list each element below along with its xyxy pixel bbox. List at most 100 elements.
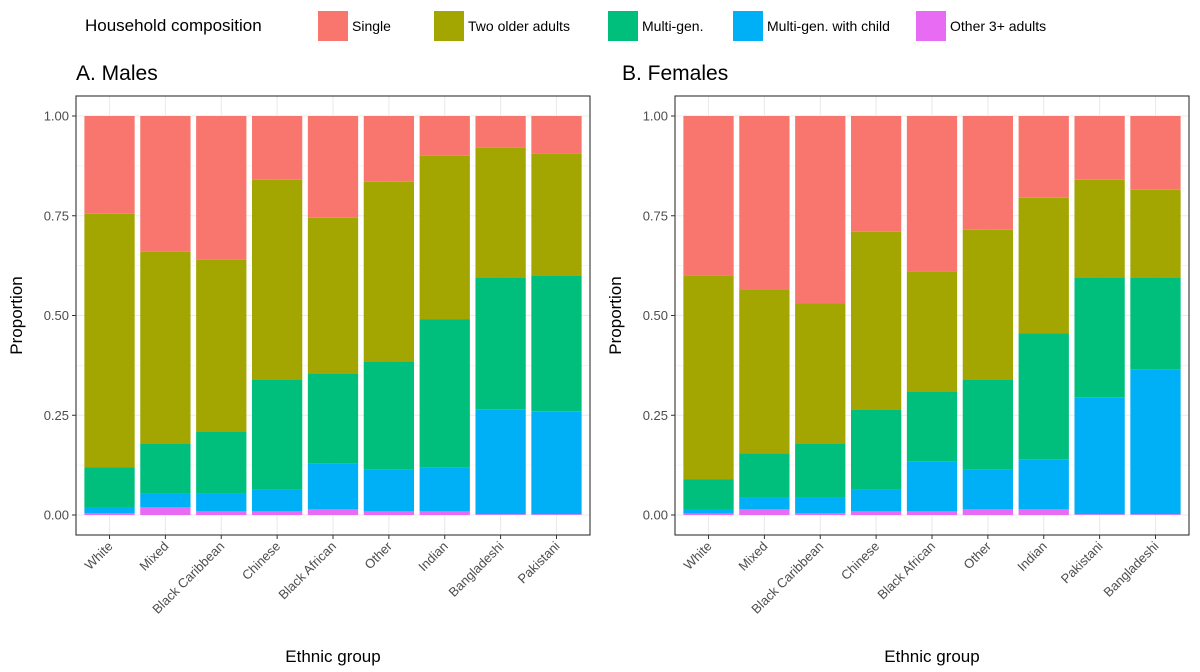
bar-segment [1018, 509, 1069, 515]
y-tick-label: 0.75 [44, 208, 69, 223]
legend-item: Multi-gen. with child [733, 11, 890, 41]
y-tick-label: 0.75 [643, 208, 668, 223]
bar-segment [84, 513, 135, 515]
legend-title: Household composition [85, 16, 262, 35]
bar-segment [363, 361, 415, 470]
legend-item: Multi-gen. [608, 11, 703, 41]
bar-segment [1130, 277, 1181, 370]
bar-segment [307, 509, 359, 515]
bar-segment [1130, 514, 1181, 515]
legend: Household composition Single Two older ad… [85, 11, 1046, 41]
x-tick-label: Chinese [239, 539, 283, 583]
bar-segment [850, 489, 902, 512]
bar-segment [795, 303, 846, 444]
bar-segment [850, 116, 902, 232]
bar-segment [140, 493, 191, 508]
bar-segment [1074, 397, 1125, 515]
bar-segment [531, 514, 582, 515]
bar-segment [363, 116, 415, 182]
bar-segment [683, 513, 734, 515]
bar-segment [196, 493, 247, 512]
x-tick-label: Black African [275, 539, 339, 603]
x-tick-label: Chinese [838, 539, 882, 583]
legend-label: Multi-gen. with child [767, 18, 890, 34]
bar-segment [84, 507, 135, 514]
y-tick-label: 0.50 [643, 308, 668, 323]
bar-segment [531, 411, 582, 515]
x-tick-label: White [681, 539, 715, 573]
panel-title: B. Females [622, 62, 728, 85]
bar-segment [475, 116, 526, 148]
bar-segment [475, 514, 526, 515]
bar-segment [140, 116, 191, 252]
bar-segment [850, 511, 902, 515]
legend-label: Two older adults [468, 18, 570, 34]
legend-swatch [916, 11, 946, 41]
bar-segment [906, 511, 958, 515]
bar-segment [1018, 333, 1069, 460]
legend-swatch [434, 11, 464, 41]
bar-segment [1018, 116, 1069, 198]
bar-segment [419, 155, 470, 320]
bar-segment [531, 153, 582, 276]
bar-segment [251, 511, 303, 515]
bar-segment [196, 116, 247, 260]
bar-segment [1130, 189, 1181, 278]
bar-segment [1130, 116, 1181, 190]
bar-segment [140, 251, 191, 444]
x-tick-label: Mixed [735, 539, 770, 574]
bar-segment [1074, 116, 1125, 180]
bar-segment [683, 116, 734, 276]
bar-segment [906, 116, 958, 272]
x-tick-label: Bangladeshi [1100, 538, 1161, 599]
x-tick-label: Mixed [136, 539, 171, 574]
x-axis-title: Ethnic group [884, 647, 979, 666]
bar-segment [307, 463, 359, 510]
bar-segment [531, 275, 582, 412]
bar-segment [739, 497, 790, 510]
bar-segment [419, 511, 470, 515]
x-tick-label: Other [361, 538, 395, 572]
bar-segment [307, 116, 359, 218]
bar-segment [140, 507, 191, 515]
bar-segment [962, 509, 1014, 515]
bar-segment [962, 469, 1014, 510]
y-tick-label: 0.50 [44, 308, 69, 323]
bar-segment [962, 379, 1014, 470]
legend-swatch [608, 11, 638, 41]
x-tick-label: Bangladeshi [446, 538, 507, 599]
bar-segment [251, 116, 303, 180]
bar-segment [962, 229, 1014, 380]
bar-segment [850, 409, 902, 490]
bar-segment [475, 409, 526, 515]
bar-segment [196, 431, 247, 494]
x-tick-label: Pakistani [1058, 538, 1106, 586]
bar-segment [196, 511, 247, 515]
bar-segment [475, 147, 526, 278]
bar-segment [906, 271, 958, 392]
bar-segment [962, 116, 1014, 230]
legend-label: Other 3+ adults [950, 18, 1046, 34]
bar-segment [739, 453, 790, 498]
bar-segment [906, 461, 958, 512]
y-tick-label: 1.00 [643, 109, 668, 124]
y-tick-label: 1.00 [44, 109, 69, 124]
bar-segment [683, 479, 734, 510]
bar-segment [140, 443, 191, 494]
bar-segment [84, 213, 135, 468]
legend-swatch [318, 11, 348, 41]
x-tick-label: Pakistani [515, 538, 563, 586]
bar-segment [251, 179, 303, 380]
x-tick-label: Other [960, 538, 994, 572]
bar-segment [531, 116, 582, 154]
bar-segment [683, 509, 734, 514]
bar-segment [1074, 514, 1125, 515]
bar-segment [739, 509, 790, 515]
bar-segment [251, 379, 303, 490]
y-tick-label: 0.25 [44, 408, 69, 423]
y-axis-title: Proportion [606, 276, 625, 354]
bar-segment [363, 469, 415, 512]
y-tick-label: 0.25 [643, 408, 668, 423]
